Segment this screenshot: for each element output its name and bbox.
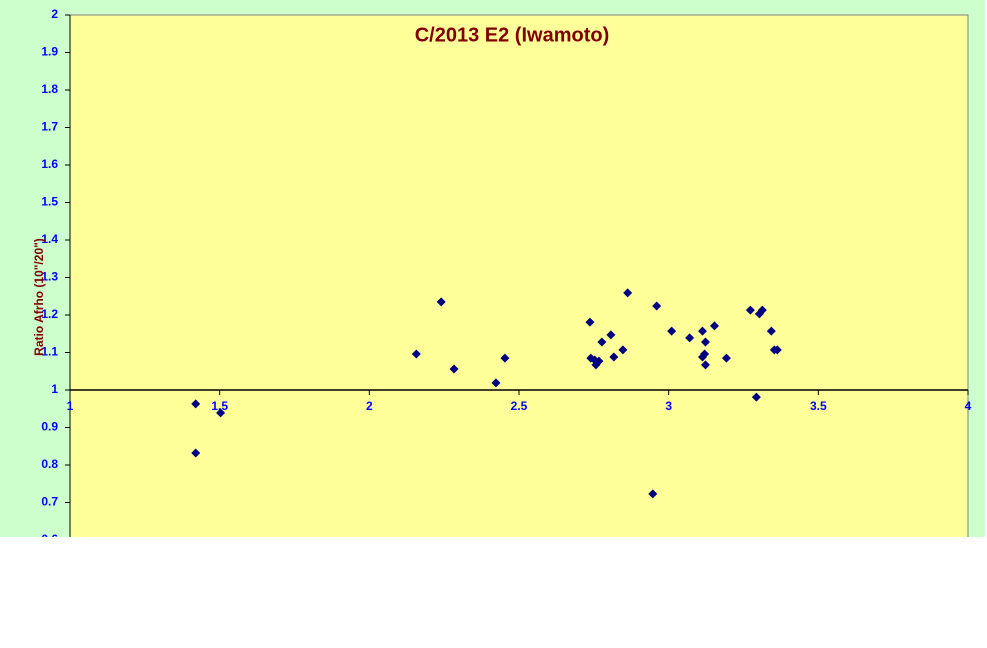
data-point [700,360,710,370]
data-point [606,330,616,340]
data-point [667,326,677,336]
data-point [757,305,767,315]
data-point [772,345,782,355]
plot-area [69,14,969,537]
y-tick-label: 1.4 [41,232,58,246]
y-tick-label: 1.3 [41,270,58,284]
y-tick-label: 2 [51,7,58,21]
data-point [618,345,628,355]
y-tick-label: 1.2 [41,307,58,321]
y-tick-label: 0.9 [41,420,58,434]
data-point [609,352,619,362]
data-point [436,297,446,307]
y-tick-label: 1.7 [41,120,58,134]
data-point [697,326,707,336]
x-tick-label: 2.5 [511,399,528,413]
data-point [700,337,710,347]
x-tick-label: 1.5 [211,399,228,413]
y-tick-label: 0.6 [41,532,58,546]
y-tick-label: 0.7 [41,495,58,509]
data-point [721,353,731,363]
data-point [191,448,201,458]
data-point [411,349,421,359]
data-point [585,317,595,327]
y-tick-label: 1 [51,382,58,396]
data-point [623,288,633,298]
x-tick-label: 3 [665,399,672,413]
data-point [745,305,755,315]
data-point [216,408,226,418]
x-tick-label: 4 [965,399,972,413]
y-axis-label: Ratio Afrho (10"/20") [32,238,46,356]
data-point [500,353,510,363]
data-point [594,356,604,366]
data-point [766,326,776,336]
data-point [648,489,658,499]
data-point [685,333,695,343]
y-tick-label: 1.5 [41,195,58,209]
y-tick-label: 1.9 [41,45,58,59]
data-point [491,378,501,388]
y-tick-label: 0.8 [41,457,58,471]
x-tick-label: 2 [366,399,373,413]
chart-title: C/2013 E2 (Iwamoto) [415,24,610,46]
data-point [652,301,662,311]
data-point [597,337,607,347]
data-point [700,349,710,359]
data-point [191,399,201,409]
data-point [751,392,761,402]
data-point [449,364,459,374]
y-tick-label: 1.8 [41,82,58,96]
x-tick-label: 3.5 [810,399,827,413]
x-tick-label: 1 [67,399,74,413]
data-point [709,321,719,331]
y-tick-label: 1.1 [41,345,58,359]
y-tick-label: 1.6 [41,157,58,171]
